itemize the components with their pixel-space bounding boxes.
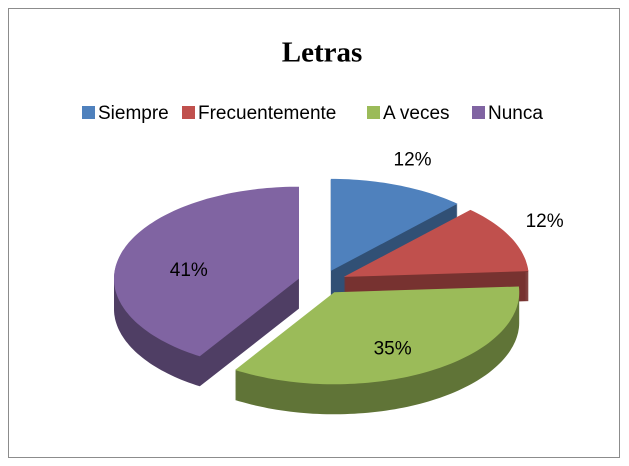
data-label: 41% xyxy=(170,260,208,281)
legend-label: Frecuentemente xyxy=(198,103,336,124)
legend-swatch xyxy=(472,106,485,119)
legend-swatch xyxy=(367,106,380,119)
legend-label: Nunca xyxy=(488,103,543,124)
data-label: 12% xyxy=(394,149,432,170)
slice xyxy=(235,286,520,385)
legend-swatch xyxy=(182,106,195,119)
legend-swatch xyxy=(82,106,95,119)
data-label: 12% xyxy=(526,211,564,232)
chart-title: Letras xyxy=(282,37,363,69)
legend-label: A veces xyxy=(383,103,450,124)
slice xyxy=(114,186,299,357)
slice xyxy=(343,209,529,277)
legend-label: Siempre xyxy=(98,103,169,124)
data-label: 35% xyxy=(374,338,412,359)
slice xyxy=(330,178,458,271)
